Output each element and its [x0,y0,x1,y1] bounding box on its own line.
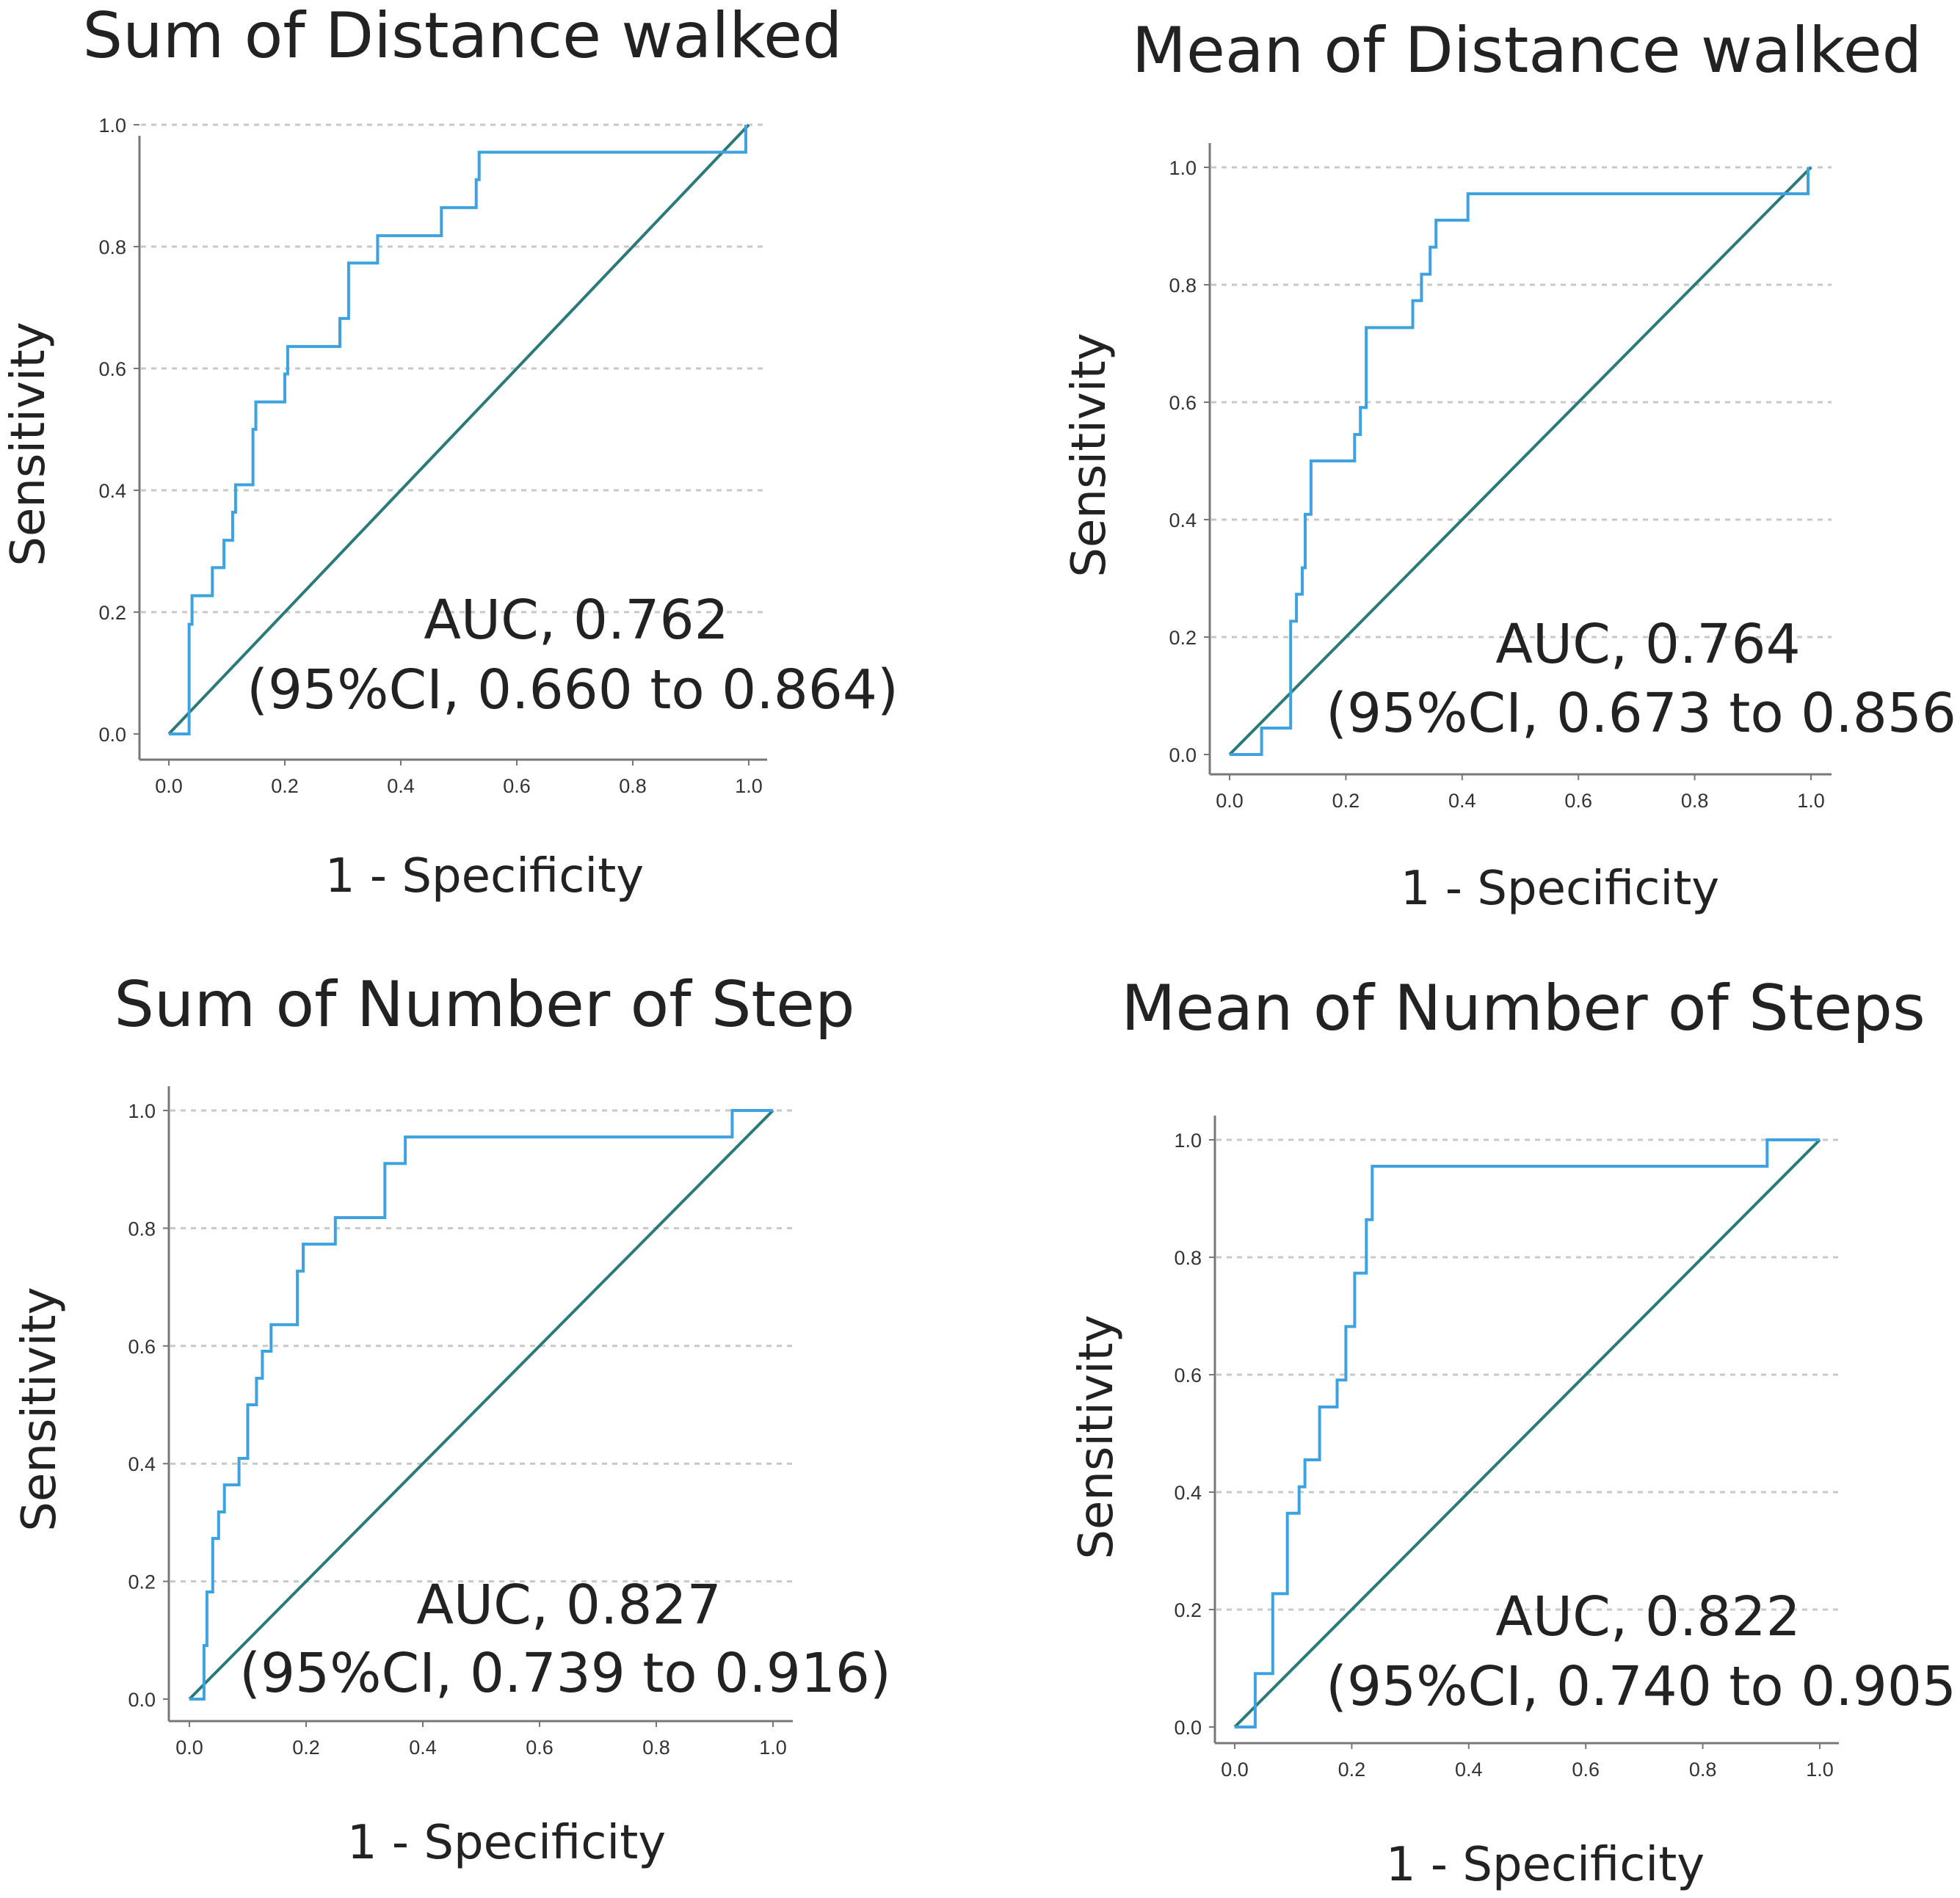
roc-curve-line [189,1109,773,1701]
y-tick-label: 0.8 [98,236,126,258]
x-tick-label: 0.0 [1221,1759,1249,1781]
x-axis-label: 1 - Specificity [1401,862,1719,916]
y-tick-label: 1.0 [128,1100,156,1122]
x-tick-label: 0.8 [1681,790,1709,812]
roc-curve-line [1235,1138,1820,1728]
y-tick-label: 0.6 [1174,1364,1202,1386]
x-tick-label: 0.6 [526,1737,553,1759]
y-tick-label: 0.8 [1169,274,1197,297]
plot-area: 0.0 0.2 0.4 0.6 0.8 1.0 0.0 0.2 0.4 0.6 0.8 1.0 [1169,143,1832,812]
x-tick-label: 0.2 [1338,1759,1366,1781]
x-tick-label: 0.0 [155,775,183,797]
y-tick-label: 1.0 [98,114,126,137]
y-tick-label: 0.2 [1169,627,1197,649]
x-tick-label: 0.4 [409,1737,437,1759]
auc-label: AUC, 0.764 [1495,613,1800,676]
ci-label: (95%CI, 0.739 to 0.916) [239,1642,891,1705]
y-tick-label: 0.6 [98,358,126,380]
x-tick-label: 0.6 [1564,790,1592,812]
x-tick-label: 0.2 [1332,790,1360,812]
plot-area: 0.0 0.2 0.4 0.6 0.8 1.0 0.0 0.2 0.4 0.6 0.8 1.0 [98,114,767,797]
y-tick-label: 0.2 [1174,1599,1202,1621]
y-tick-label: 0.6 [128,1336,156,1358]
y-tick-label: 0.0 [98,724,126,746]
y-tick-label: 0.2 [98,602,126,624]
roc-panel: 0.0 0.2 0.4 0.6 0.8 1.0 0.0 0.2 0.4 0.6 0.8 1.0 Mea… [1062,14,1960,916]
y-tick-label: 0.4 [1169,509,1197,531]
auc-label: AUC, 0.827 [416,1574,721,1637]
y-axis-label: Sensitivity [1070,1315,1124,1559]
x-tick-label: 0.6 [1572,1759,1600,1781]
x-tick-label: 0.8 [1689,1759,1717,1781]
x-tick-label: 0.6 [503,775,531,797]
y-tick-label: 1.0 [1174,1130,1202,1152]
plot-area: 0.0 0.2 0.4 0.6 0.8 1.0 0.0 0.2 0.4 0.6 0.8 1.0 [1174,1116,1839,1781]
x-tick-label: 0.4 [1455,1759,1483,1781]
roc-curve-line [1230,167,1810,756]
x-tick-label: 0.8 [619,775,647,797]
ci-label: (95%CI, 0.740 to 0.905) [1326,1655,1960,1718]
auc-label: AUC, 0.822 [1495,1585,1800,1648]
reference-line [1233,1138,1821,1728]
reference-line [1228,166,1812,756]
y-tick-label: 0.4 [1174,1482,1202,1504]
y-tick-label: 0.6 [1169,392,1197,414]
y-axis-label: Sensitivity [1062,332,1117,577]
y-tick-label: 0.8 [128,1218,156,1240]
y-tick-label: 0.4 [98,480,126,502]
auc-label: AUC, 0.762 [424,589,728,652]
chart-title: Mean of Distance walked [1132,14,1922,87]
x-axis-label: 1 - Specificity [1386,1838,1705,1892]
y-tick-label: 0.4 [128,1453,156,1475]
reference-line [188,1109,774,1701]
x-axis-label: 1 - Specificity [325,849,644,903]
ci-label: (95%CI, 0.673 to 0.856) [1326,682,1960,745]
plot-area: 0.0 0.2 0.4 0.6 0.8 1.0 0.0 0.2 0.4 0.6 0.8 1.0 [128,1086,793,1759]
chart-title: Sum of Number of Step [114,968,854,1041]
x-tick-label: 0.2 [292,1737,320,1759]
roc-curve-line [169,125,747,735]
roc-panel: 0.0 0.2 0.4 0.6 0.8 1.0 0.0 0.2 0.4 0.6 0.8 1.0 Mea… [1070,972,1960,1892]
y-tick-label: 1.0 [1169,157,1197,179]
roc-panel: 0.0 0.2 0.4 0.6 0.8 1.0 0.0 0.2 0.4 0.6 0.8 1.0 Sum… [12,968,891,1870]
y-axis-label: Sensitivity [1,321,56,566]
y-tick-label: 0.2 [128,1571,156,1593]
y-tick-label: 0.0 [1174,1717,1202,1739]
reference-line [167,123,750,735]
x-tick-label: 0.0 [175,1737,203,1759]
x-tick-label: 1.0 [759,1737,787,1759]
chart-title: Mean of Number of Steps [1121,972,1925,1045]
x-tick-label: 0.4 [387,775,415,797]
y-tick-label: 0.0 [128,1689,156,1711]
x-tick-label: 0.4 [1448,790,1476,812]
roc-panel: 0.0 0.2 0.4 0.6 0.8 1.0 0.0 0.2 0.4 0.6 0.8 1.0 Sum… [1,0,899,903]
x-tick-label: 0.2 [271,775,299,797]
y-axis-label: Sensitivity [12,1287,67,1531]
x-tick-label: 1.0 [1797,790,1825,812]
x-tick-label: 0.8 [642,1737,670,1759]
x-tick-label: 1.0 [1806,1759,1834,1781]
chart-title: Sum of Distance walked [83,0,843,73]
y-tick-label: 0.8 [1174,1247,1202,1269]
x-axis-label: 1 - Specificity [347,1816,666,1870]
y-tick-label: 0.0 [1169,744,1197,766]
ci-label: (95%CI, 0.660 to 0.864) [247,658,899,721]
x-tick-label: 0.0 [1216,790,1244,812]
x-tick-label: 1.0 [735,775,763,797]
